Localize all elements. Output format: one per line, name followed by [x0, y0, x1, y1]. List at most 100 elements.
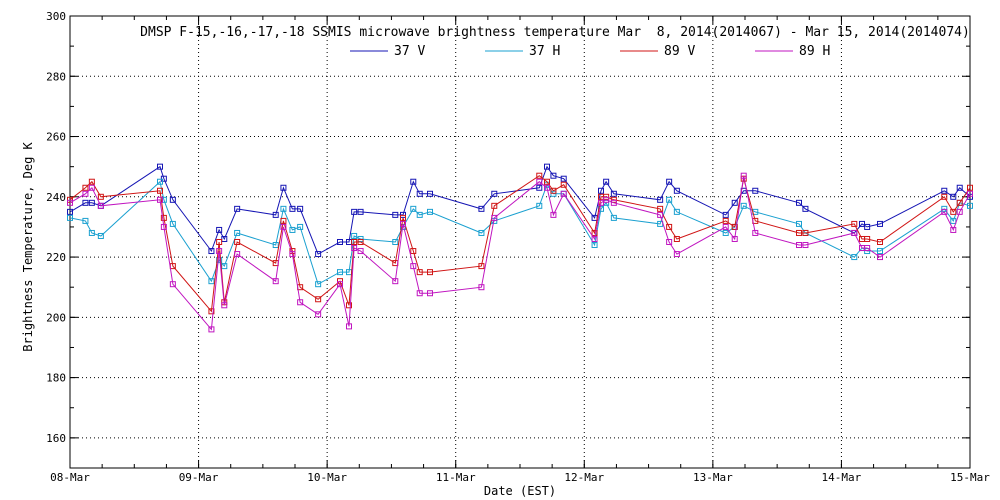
data-point [877, 220, 883, 227]
data-point [297, 205, 304, 212]
data-point [740, 202, 747, 209]
data-point [550, 187, 557, 194]
data-point [864, 223, 871, 230]
data-point [752, 229, 759, 236]
data-point [877, 248, 883, 255]
data-point [657, 205, 664, 212]
legend-label: 37 V [394, 44, 425, 59]
x-tick-label: 12-Mar [564, 471, 604, 484]
data-point [478, 205, 485, 212]
data-point [88, 229, 95, 236]
data-point [731, 199, 738, 206]
data-point [796, 229, 802, 236]
data-point [169, 281, 176, 288]
y-axis-label: Brightness Temperature, Deg K [21, 141, 35, 351]
data-point [877, 239, 883, 245]
data-point [603, 196, 610, 203]
x-tick-label: 09-Mar [179, 471, 219, 484]
data-point [864, 245, 871, 252]
data-point [427, 290, 433, 297]
data-point [315, 296, 322, 303]
data-point [208, 278, 215, 285]
data-point [216, 239, 223, 245]
data-point [610, 190, 617, 197]
data-point [88, 178, 95, 185]
data-point [657, 196, 664, 203]
data-point [851, 220, 858, 227]
data-point [536, 178, 543, 185]
data-point [67, 208, 73, 215]
x-tick-label: 10-Mar [307, 471, 347, 484]
data-point [157, 196, 163, 203]
data-point [216, 226, 223, 233]
data-point [478, 284, 485, 291]
series-line [69, 175, 971, 331]
data-point [357, 235, 364, 242]
data-point [346, 323, 352, 330]
data-point [673, 251, 680, 258]
data-point [610, 199, 617, 206]
data-point [967, 202, 973, 209]
data-point [673, 187, 680, 194]
data-point [591, 229, 598, 236]
data-point [272, 211, 279, 218]
data-point [392, 278, 399, 285]
data-point [410, 263, 417, 270]
data-point [864, 235, 871, 242]
data-point [722, 223, 729, 230]
y-tick-label: 160 [46, 432, 66, 445]
series-line [69, 175, 971, 313]
data-point [357, 248, 364, 255]
series-line [69, 165, 971, 255]
data-point [297, 223, 304, 230]
data-point [416, 211, 423, 218]
data-point [67, 199, 73, 206]
data-point [722, 217, 729, 224]
data-point [351, 239, 358, 245]
data-point [666, 196, 673, 203]
data-point [851, 254, 858, 261]
data-point [967, 190, 973, 197]
data-point [160, 223, 167, 230]
data-point [297, 299, 304, 306]
data-point [280, 205, 287, 212]
data-point [169, 220, 176, 227]
data-point [427, 269, 433, 276]
data-point [400, 220, 406, 227]
data-point [673, 208, 680, 215]
data-point [666, 239, 673, 245]
data-point [351, 232, 358, 239]
data-point [941, 208, 948, 215]
data-point [221, 235, 228, 242]
data-point [491, 214, 498, 221]
y-axis: 160 180 200 220 240 260 280 300 [46, 10, 970, 469]
data-point [315, 311, 322, 318]
x-axis: 08-Mar 09-Mar 10-Mar 11-Mar 12-Mar 13-Mar 14-M… [50, 16, 990, 484]
data-point [560, 175, 567, 182]
data-point [346, 302, 352, 309]
data-point [221, 263, 228, 270]
grid [70, 16, 970, 468]
data-point [289, 251, 296, 258]
data-point [208, 308, 215, 315]
data-point [740, 172, 747, 179]
data-point [97, 232, 104, 239]
legend-label: 37 H [529, 44, 560, 59]
chart-title: DMSP F-15,-16,-17,-18 SSMIS microwave br… [140, 25, 970, 40]
data-point [591, 242, 598, 249]
data-point [722, 229, 729, 236]
data-point [427, 190, 433, 197]
x-tick-label: 14-Mar [822, 471, 862, 484]
data-point [536, 172, 543, 179]
y-tick-label: 200 [46, 311, 66, 324]
data-point [544, 178, 550, 185]
data-point [491, 190, 498, 197]
y-tick-label: 260 [46, 131, 66, 144]
data-point [956, 184, 963, 191]
y-tick-label: 220 [46, 251, 66, 264]
data-point [950, 193, 957, 200]
data-point [234, 239, 241, 245]
data-point [157, 163, 163, 170]
data-point [859, 220, 865, 227]
